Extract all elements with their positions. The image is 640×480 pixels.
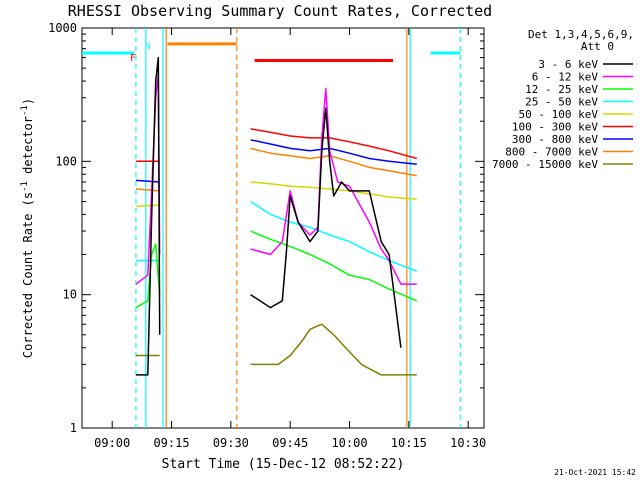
legend-label-1: 6 - 12 keV <box>532 71 599 84</box>
series-line-1 <box>135 73 417 285</box>
x-tick-label-1: 09:15 <box>153 436 189 450</box>
series-line-8 <box>135 323 417 376</box>
x-tick-label-3: 09:45 <box>272 436 308 450</box>
legend-header-1: Det 1,3,4,5,6,9, <box>528 28 634 41</box>
legend-header-2: Att 0 <box>581 40 614 53</box>
x-tick-label-5: 10:15 <box>391 436 427 450</box>
y-label-part-1: Corrected Count Rate (s <box>21 192 35 358</box>
legend-label-4: 50 - 100 keV <box>519 108 599 121</box>
legend-label-5: 100 - 300 keV <box>512 121 598 134</box>
series-line-0 <box>135 56 402 376</box>
flag-lines-layer <box>82 28 461 428</box>
x-tick-label-0: 09:00 <box>94 436 130 450</box>
x-tick-label-2: 09:30 <box>213 436 249 450</box>
legend-label-0: 3 - 6 keV <box>538 58 598 71</box>
series-line-5 <box>135 128 418 163</box>
legend-label-8: 7000 - 15000 keV <box>492 158 598 171</box>
y-axis: 1 10 100 1000 <box>48 21 484 435</box>
flag-label-f: F <box>130 53 136 64</box>
legend-label-2: 12 - 25 keV <box>525 83 598 96</box>
legend-label-7: 800 - 7000 keV <box>505 146 598 159</box>
y-label-part-2: detector <box>21 116 35 181</box>
series-line-4 <box>135 181 417 208</box>
y-tick-label-1: 10 <box>63 288 77 302</box>
y-tick-label-3: 1000 <box>48 21 77 35</box>
plot-frame <box>81 27 485 429</box>
series-line-2 <box>135 230 418 309</box>
timestamp: 21-Oct-2021 15:42 <box>554 468 636 477</box>
y-tick-label-2: 100 <box>55 154 77 168</box>
y-tick-label-0: 1 <box>70 421 77 435</box>
y-axis-label: Corrected Count Rate (s-1 detector-1) <box>20 98 35 358</box>
y-label-part-3: ) <box>21 98 35 105</box>
series-layer <box>135 56 418 376</box>
y-label-sup-2: -1 <box>20 105 30 116</box>
legend-label-3: 25 - 50 keV <box>525 96 598 109</box>
x-axis: 09:00 09:15 09:30 09:45 10:00 10:15 10:30 <box>94 28 486 450</box>
series-line-6 <box>135 139 417 183</box>
legend-label-6: 300 - 800 keV <box>512 133 598 146</box>
y-label-sup-1: -1 <box>20 181 30 192</box>
x-tick-label-4: 10:00 <box>331 436 367 450</box>
x-tick-label-6: 10:30 <box>450 436 486 450</box>
chart-title: RHESSI Observing Summary Count Rates, Co… <box>68 2 492 20</box>
flag-label-n: N <box>145 42 150 52</box>
x-axis-label: Start Time (15-Dec-12 08:52:22) <box>162 457 405 472</box>
